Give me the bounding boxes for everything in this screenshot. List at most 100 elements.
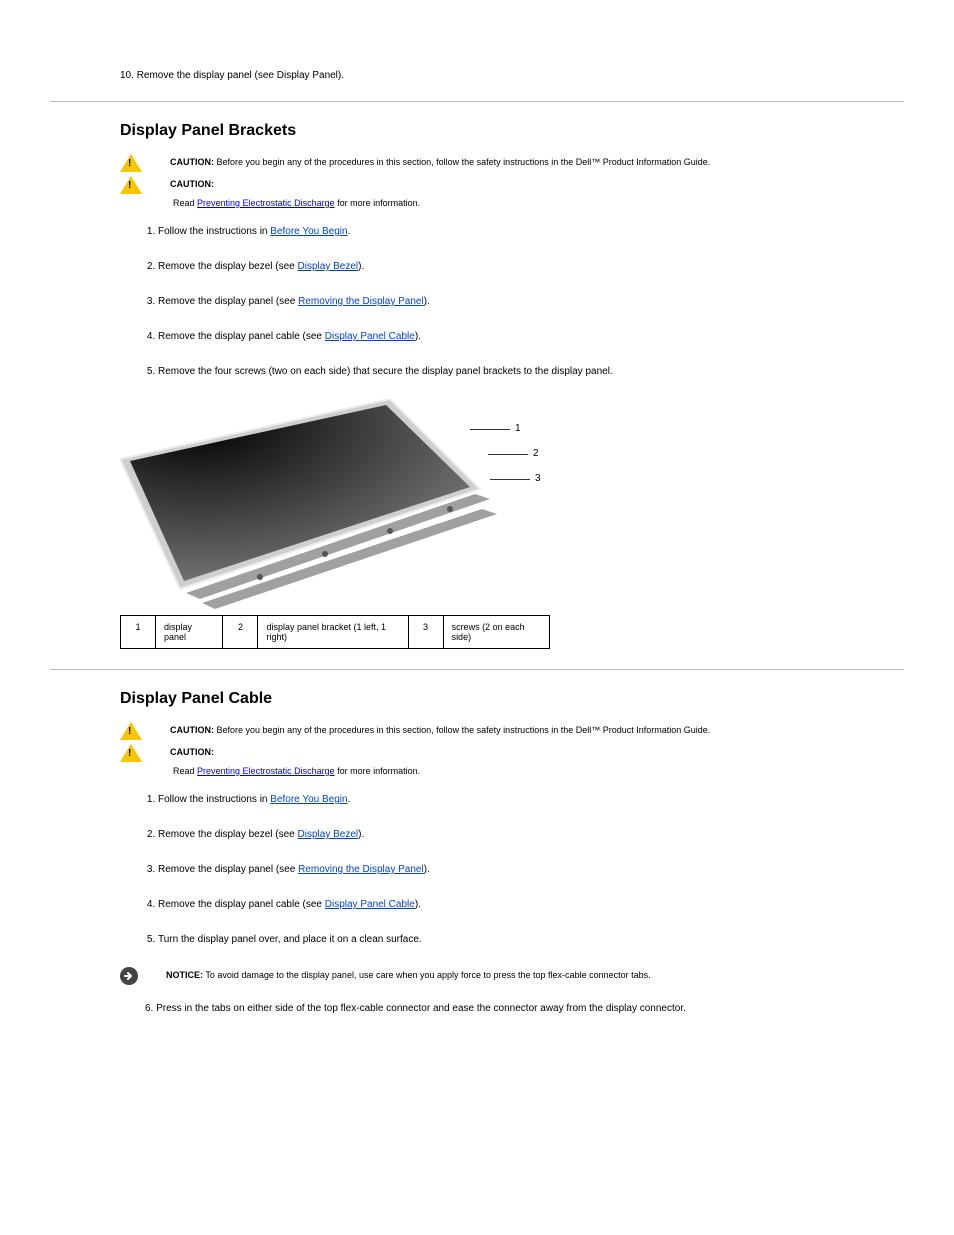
caution-following: Read Preventing Electrostatic Discharge … xyxy=(173,766,904,776)
divider xyxy=(50,669,904,670)
step-item: Remove the display panel (see Removing t… xyxy=(158,862,904,877)
step-post: . xyxy=(348,226,351,237)
caution-text: CAUTION: Before you begin any of the pro… xyxy=(170,154,710,169)
leader-line xyxy=(490,479,530,480)
caution-text: CAUTION: xyxy=(170,176,214,191)
caution-icon: ! xyxy=(120,744,142,762)
exclamation-icon: ! xyxy=(128,748,131,759)
caution-icon: ! xyxy=(120,176,142,194)
notice-row: NOTICE: To avoid damage to the display p… xyxy=(120,967,904,985)
page: 10. Remove the display panel (see Displa… xyxy=(0,0,954,1074)
step-pre: Remove the display panel (see xyxy=(158,864,298,875)
exclamation-icon: ! xyxy=(128,158,131,169)
prior-step: 10. Remove the display panel (see Displa… xyxy=(120,70,904,81)
step-link[interactable]: Display Bezel xyxy=(298,829,359,840)
key-num: 2 xyxy=(223,616,258,649)
caution-row-2: ! CAUTION: xyxy=(120,176,904,194)
notice-lead: NOTICE: xyxy=(166,970,203,980)
step-pre: Turn the display panel over, and place i… xyxy=(158,934,422,945)
caution2-after: for more information. xyxy=(335,766,421,776)
caution-lead: CAUTION: xyxy=(170,157,214,167)
key-text: screws (2 on each side) xyxy=(443,616,549,649)
step-6-num: 6. xyxy=(145,1003,153,1014)
key-num: 1 xyxy=(121,616,156,649)
step-post: ). xyxy=(424,864,430,875)
step-pre: Follow the instructions in xyxy=(158,794,270,805)
step-item: Remove the display bezel (see Display Be… xyxy=(158,827,904,842)
prior-step-num: 10. xyxy=(120,70,134,81)
step-item: Follow the instructions in Before You Be… xyxy=(158,224,904,239)
caution-text: CAUTION: Before you begin any of the pro… xyxy=(170,722,710,737)
step-link[interactable]: Display Bezel xyxy=(298,261,359,272)
step-item: Remove the display panel cable (see Disp… xyxy=(158,329,904,344)
key-text: display panel bracket (1 left, 1 right) xyxy=(258,616,408,649)
step-post: ). xyxy=(415,331,421,342)
step-link[interactable]: Removing the Display Panel xyxy=(298,864,424,875)
caution-row-1: ! CAUTION: Before you begin any of the p… xyxy=(120,154,904,172)
notice-text: NOTICE: To avoid damage to the display p… xyxy=(166,967,651,982)
section-heading-cable: Display Panel Cable xyxy=(120,690,904,708)
table-row: 1 display panel 2 display panel bracket … xyxy=(121,616,550,649)
caution-body: Before you begin any of the procedures i… xyxy=(217,725,711,735)
step-link[interactable]: Before You Begin xyxy=(270,226,347,237)
caution-row-1: ! CAUTION: Before you begin any of the p… xyxy=(120,722,904,740)
step-post: ). xyxy=(358,829,364,840)
key-num: 3 xyxy=(408,616,443,649)
callout-num: 2 xyxy=(533,448,539,459)
prior-step-text: Remove the display panel (see Display Pa… xyxy=(137,70,344,81)
notice-icon xyxy=(120,967,138,985)
step-pre: Remove the four screws (two on each side… xyxy=(158,366,613,377)
caution-text: CAUTION: xyxy=(170,744,214,759)
leader-line xyxy=(488,454,528,455)
steps-list-cable: Follow the instructions in Before You Be… xyxy=(158,792,904,947)
notice-body: To avoid damage to the display panel, us… xyxy=(205,970,650,980)
divider xyxy=(50,101,904,102)
callout-num: 1 xyxy=(515,423,521,434)
caution2-after: for more information. xyxy=(335,198,421,208)
step-link[interactable]: Removing the Display Panel xyxy=(298,296,424,307)
step-post: ). xyxy=(358,261,364,272)
caution-icon: ! xyxy=(120,722,142,740)
caution-lead: CAUTION: xyxy=(170,747,214,757)
esd-link[interactable]: Preventing Electrostatic Discharge xyxy=(197,198,335,208)
step-6: 6. Press in the tabs on either side of t… xyxy=(145,1003,904,1014)
figure-key-table: 1 display panel 2 display panel bracket … xyxy=(120,615,550,649)
step-6-text: Press in the tabs on either side of the … xyxy=(156,1003,686,1014)
steps-list-brackets: Follow the instructions in Before You Be… xyxy=(158,224,904,379)
step-item: Follow the instructions in Before You Be… xyxy=(158,792,904,807)
step-item: Remove the display bezel (see Display Be… xyxy=(158,259,904,274)
exclamation-icon: ! xyxy=(128,180,131,191)
key-text: display panel xyxy=(156,616,223,649)
step-post: ). xyxy=(424,296,430,307)
caution-body: Before you begin any of the procedures i… xyxy=(217,157,711,167)
caution2-before: Read xyxy=(173,198,197,208)
step-link[interactable]: Display Panel Cable xyxy=(325,899,415,910)
section-heading-brackets: Display Panel Brackets xyxy=(120,122,904,140)
caution-row-2: ! CAUTION: xyxy=(120,744,904,762)
step-item: Remove the four screws (two on each side… xyxy=(158,364,904,379)
leader-line xyxy=(470,429,510,430)
step-post: ). xyxy=(415,899,421,910)
figure-brackets: 1 2 3 1 display panel 2 display panel br… xyxy=(120,399,904,649)
caution-lead: CAUTION: xyxy=(170,179,214,189)
caution-following: Read Preventing Electrostatic Discharge … xyxy=(173,198,904,208)
step-pre: Remove the display panel (see xyxy=(158,296,298,307)
callout-num: 3 xyxy=(535,473,541,484)
step-item: Remove the display panel cable (see Disp… xyxy=(158,897,904,912)
step-pre: Follow the instructions in xyxy=(158,226,270,237)
caution-lead: CAUTION: xyxy=(170,725,214,735)
step-pre: Remove the display panel cable (see xyxy=(158,331,325,342)
step-link[interactable]: Display Panel Cable xyxy=(325,331,415,342)
caution2-before: Read xyxy=(173,766,197,776)
step-link[interactable]: Before You Begin xyxy=(270,794,347,805)
step-pre: Remove the display panel cable (see xyxy=(158,899,325,910)
esd-link[interactable]: Preventing Electrostatic Discharge xyxy=(197,766,335,776)
step-pre: Remove the display bezel (see xyxy=(158,829,298,840)
figure-photo: 1 2 3 xyxy=(120,399,600,609)
step-pre: Remove the display bezel (see xyxy=(158,261,298,272)
caution-icon: ! xyxy=(120,154,142,172)
step-item: Remove the display panel (see Removing t… xyxy=(158,294,904,309)
step-item: Turn the display panel over, and place i… xyxy=(158,932,904,947)
exclamation-icon: ! xyxy=(128,726,131,737)
step-post: . xyxy=(348,794,351,805)
